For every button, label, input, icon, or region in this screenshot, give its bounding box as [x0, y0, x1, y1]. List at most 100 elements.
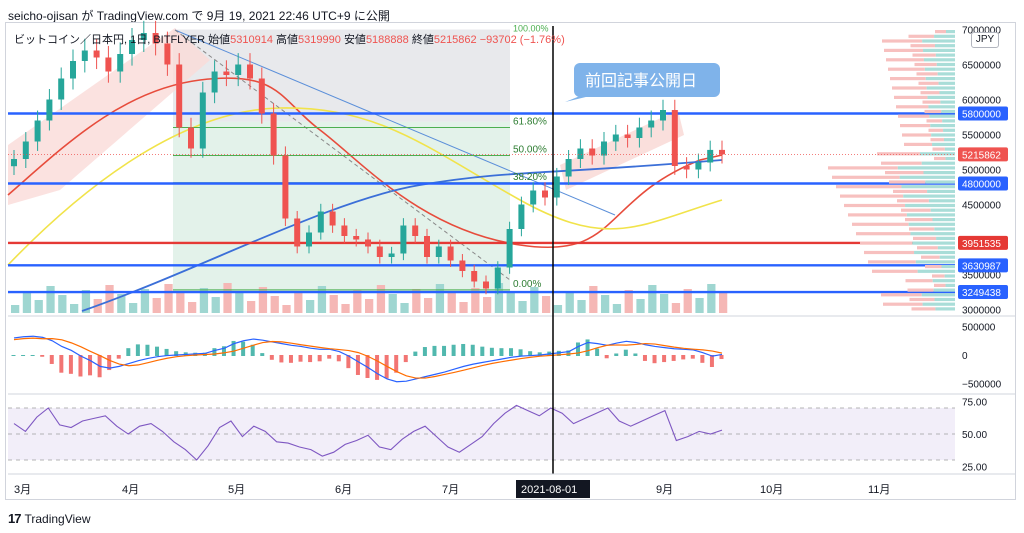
volume-profile-bar [932, 218, 955, 222]
macd-histogram-bar [709, 355, 714, 368]
volume-profile-bar [902, 133, 932, 137]
time-axis-tick: 5月 [228, 484, 245, 496]
volume-bar [435, 284, 445, 313]
volume-profile-bar [923, 171, 955, 175]
volume-bar [471, 288, 480, 313]
volume-profile-bar [877, 152, 920, 156]
volume-bar [353, 290, 362, 313]
candle-body [483, 281, 489, 289]
macd-histogram-bar [633, 353, 638, 356]
volume-profile-bar [921, 161, 955, 165]
macd-histogram-bar [566, 350, 571, 356]
volume-profile-bar [901, 208, 931, 212]
open-value: 5310914 [230, 34, 273, 46]
volume-profile-bar [928, 128, 944, 132]
volume-profile-bar [944, 274, 955, 278]
candle-body [636, 127, 643, 138]
callout-box [574, 63, 720, 97]
macd-histogram-bar [394, 355, 399, 373]
volume-profile-bar [896, 105, 929, 109]
volume-bar [707, 284, 716, 313]
candle-body [270, 113, 277, 156]
macd-signal-line [13, 337, 723, 379]
volume-bar [671, 303, 681, 313]
macd-histogram-bar [719, 355, 724, 360]
macd-histogram-bar [690, 355, 695, 359]
volume-profile-bar [909, 227, 935, 231]
volume-bar [247, 301, 256, 313]
volume-bar [542, 296, 551, 313]
volume-profile-bar [899, 175, 955, 179]
candle-body [577, 148, 584, 159]
candle-body [506, 229, 513, 268]
time-axis-tick: 9月 [656, 484, 673, 496]
macd-histogram-bar [298, 355, 303, 362]
macd-axis-tick: −500000 [962, 379, 1002, 390]
volume-bar [11, 305, 20, 313]
volume-profile-bar [936, 236, 955, 240]
macd-histogram-bar [461, 343, 466, 356]
cursor-date-tag-label: 2021-08-01 [521, 484, 577, 496]
volume-profile-bar [919, 152, 955, 156]
volume-profile-bar [935, 53, 955, 57]
volume-profile-bar [908, 34, 935, 38]
candle-body [435, 246, 442, 257]
volume-profile-bar [917, 246, 938, 250]
macd-histogram-bar [59, 355, 64, 373]
candle-body [329, 211, 336, 226]
change-value: −93702 (−1.76%) [479, 34, 565, 46]
currency-button[interactable]: JPY [971, 32, 999, 48]
volume-bar [719, 293, 728, 313]
macd-histogram-bar [585, 339, 590, 356]
volume-profile-bar [917, 269, 955, 273]
volume-profile-bar [945, 283, 955, 287]
volume-profile-bar [913, 236, 937, 240]
candle-body [400, 225, 407, 254]
macd-histogram-bar [681, 355, 686, 360]
macd-histogram-bar [642, 355, 647, 361]
macd-histogram-bar [250, 344, 255, 356]
price-level-tag [958, 106, 1008, 121]
volume-profile-bar [942, 119, 955, 123]
candle-body [152, 33, 159, 44]
candle-body [306, 232, 312, 247]
volume-profile-bar [930, 124, 955, 128]
macd-axis-tick: 0 [962, 351, 968, 362]
candle-body [164, 43, 171, 65]
macd-histogram-bar [480, 346, 485, 356]
macd-histogram-bar [652, 355, 657, 364]
fib-zone-grey [173, 29, 510, 122]
candle-body [176, 64, 183, 128]
volume-profile-bar [868, 260, 916, 264]
volume-bar [22, 291, 32, 313]
macd-histogram-bar [700, 355, 705, 363]
volume-profile-bar [900, 124, 931, 128]
candle-body [211, 71, 218, 93]
volume-bar [140, 289, 150, 313]
volume-profile-bar [938, 81, 955, 85]
candle-body [707, 149, 714, 163]
candle-body [589, 148, 596, 156]
fib-label: 50.00% [513, 145, 547, 156]
volume-profile-bar [856, 232, 911, 236]
fib-label: 0.00% [513, 279, 541, 290]
volume-profile-bar [921, 255, 940, 259]
volume-profile-bar [943, 138, 955, 142]
candle-body [660, 110, 666, 121]
macd-histogram-bar [614, 353, 619, 356]
volume-profile-bar [923, 48, 955, 52]
macd-histogram-bar [509, 348, 514, 356]
macd-line [13, 335, 723, 383]
volume-profile-bar [932, 274, 945, 278]
macd-histogram-bar [88, 355, 93, 376]
volume-profile-bar [860, 241, 913, 245]
volume-profile-bar [918, 81, 939, 85]
candle-body [188, 127, 194, 149]
volume-profile-bar [836, 185, 902, 189]
volume-profile-bar [864, 250, 915, 255]
candle-body [494, 267, 501, 289]
volume-profile-bar [932, 142, 955, 146]
cursor-date-tag [516, 480, 590, 498]
volume-profile-bar [924, 67, 955, 71]
